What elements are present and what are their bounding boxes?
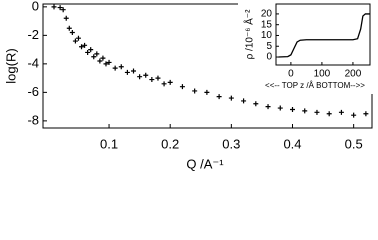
data-point bbox=[112, 65, 118, 71]
plot-frame bbox=[275, 3, 371, 66]
data-point bbox=[69, 30, 75, 36]
data-point bbox=[100, 55, 106, 61]
y-tick-label: 20 bbox=[261, 9, 273, 20]
data-point bbox=[167, 79, 173, 85]
x-tick-label: 0.2 bbox=[161, 136, 179, 151]
data-point bbox=[155, 75, 161, 81]
data-point bbox=[124, 69, 130, 75]
data-point bbox=[60, 7, 66, 13]
data-point bbox=[57, 5, 63, 11]
data-point bbox=[85, 49, 91, 55]
data-point bbox=[265, 104, 271, 110]
x-tick-label: 0 bbox=[288, 69, 294, 80]
data-point bbox=[302, 108, 308, 114]
data-point bbox=[79, 44, 85, 50]
data-point bbox=[192, 88, 198, 94]
data-point bbox=[94, 51, 100, 57]
data-point bbox=[363, 111, 369, 117]
x-tick-label: 0.3 bbox=[222, 136, 240, 151]
data-point bbox=[82, 42, 88, 48]
data-point bbox=[97, 58, 103, 64]
data-point bbox=[118, 64, 124, 70]
y-tick-label: -2 bbox=[27, 27, 39, 42]
data-point bbox=[216, 94, 222, 100]
data-point bbox=[72, 38, 78, 44]
y-tick-label: -6 bbox=[27, 84, 39, 99]
data-point bbox=[228, 95, 234, 101]
data-point bbox=[137, 74, 143, 80]
y-axis-label: log(R) bbox=[3, 48, 18, 83]
y-tick-label: -4 bbox=[27, 55, 39, 70]
data-point bbox=[277, 105, 283, 111]
x-axis-label: <<-- TOP z /Å BOTTOM-->> bbox=[265, 81, 365, 90]
y-tick-label: 10 bbox=[261, 30, 273, 41]
data-point bbox=[314, 109, 320, 115]
data-point bbox=[103, 61, 109, 67]
data-point bbox=[338, 109, 344, 115]
x-tick-label: 0.4 bbox=[283, 136, 301, 151]
data-point bbox=[149, 77, 155, 83]
x-tick-label: 200 bbox=[345, 69, 362, 80]
y-tick-label: 15 bbox=[261, 19, 273, 30]
y-tick-label: 5 bbox=[266, 41, 272, 52]
x-axis-label: Q /A⁻¹ bbox=[186, 156, 224, 171]
inset-background bbox=[238, 2, 374, 94]
data-point bbox=[91, 54, 97, 60]
chart: log(R) Q /A⁻¹ 0-2-4-6-80.1 0.2 0.3 0.4 0.505… bbox=[3, 0, 374, 171]
x-tick-label: 100 bbox=[314, 69, 331, 80]
x-tick-label: 0.5 bbox=[345, 136, 363, 151]
data-point bbox=[143, 72, 149, 78]
y-tick-label: 0 bbox=[32, 0, 39, 13]
y-tick-label: -8 bbox=[27, 112, 39, 127]
y-axis-label: ρ /10⁻⁶ Å⁻² bbox=[243, 9, 256, 59]
data-point bbox=[88, 47, 94, 53]
data-point bbox=[241, 98, 247, 104]
data-point bbox=[290, 106, 296, 112]
data-point bbox=[326, 111, 332, 117]
data-point bbox=[63, 15, 69, 21]
data-point bbox=[106, 59, 112, 65]
data-point bbox=[161, 81, 167, 87]
data-point bbox=[253, 101, 259, 107]
data-point bbox=[204, 89, 210, 95]
data-point bbox=[75, 35, 81, 41]
x-tick-label: 0.1 bbox=[100, 136, 118, 151]
data-point bbox=[131, 68, 137, 74]
y-tick-label: 0 bbox=[266, 52, 272, 63]
data-point bbox=[66, 25, 72, 31]
data-point bbox=[351, 112, 357, 118]
data-line bbox=[278, 13, 370, 58]
data-point bbox=[51, 4, 57, 10]
data-point bbox=[179, 84, 185, 90]
